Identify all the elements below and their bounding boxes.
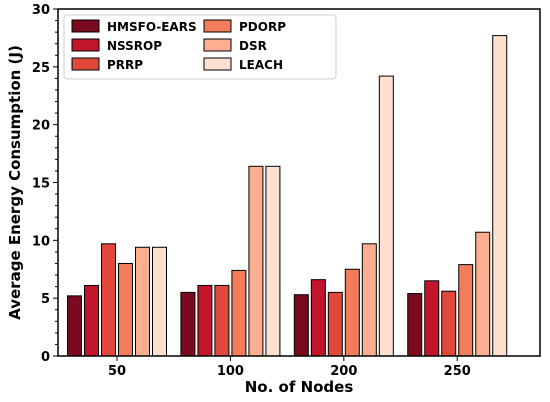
x-axis-ticks: 50 100 200 250 — [108, 356, 471, 379]
bar-hmsfo-ears-250 — [407, 293, 423, 357]
legend-label: HMSFO-EARS — [107, 20, 197, 34]
bar-prrp-200 — [327, 291, 343, 357]
bar-hmsfo-ears-200 — [293, 294, 309, 357]
legend-swatch — [203, 19, 232, 33]
bar-prrp-50 — [101, 243, 116, 357]
bar-pdorp-100 — [231, 269, 247, 357]
legend-label: NSSROP — [107, 39, 162, 53]
x-tick-label: 100 — [217, 364, 244, 379]
bar-leach-200 — [378, 75, 394, 357]
bar-pdorp-50 — [118, 262, 133, 357]
legend-label: PDORP — [239, 20, 286, 34]
legend-label: LEACH — [239, 58, 283, 72]
bar-hmsfo-ears-100 — [180, 291, 196, 357]
x-axis-label: No. of Nodes — [245, 378, 354, 396]
legend-swatch — [203, 38, 232, 52]
bar-prrp-100 — [214, 284, 230, 357]
bar-leach-50 — [152, 246, 167, 357]
y-axis-ticks: 0 5 10 15 20 25 30 — [32, 3, 58, 365]
y-tick-label: 5 — [41, 292, 50, 307]
bars-layer — [67, 35, 508, 357]
x-tick-label: 250 — [444, 364, 471, 379]
y-axis-label: Average Energy Consumption (J) — [6, 45, 24, 320]
bar-leach-100 — [265, 165, 281, 357]
bar-dsr-250 — [475, 231, 491, 357]
bar-nssrop-100 — [197, 284, 213, 357]
legend-box — [63, 14, 337, 80]
y-tick-label: 10 — [32, 234, 50, 249]
y-tick-label: 30 — [32, 3, 50, 18]
legend: HMSFO-EARS NSSROP PRRP PDORP DSR LEACH — [63, 14, 337, 80]
legend-swatch — [71, 57, 100, 71]
bar-nssrop-250 — [424, 280, 440, 357]
y-tick-label: 15 — [32, 177, 50, 192]
legend-swatch — [71, 19, 100, 33]
legend-label: PRRP — [107, 58, 143, 72]
bar-hmsfo-ears-50 — [67, 295, 82, 357]
bar-pdorp-200 — [344, 268, 360, 357]
y-tick-label: 25 — [32, 61, 50, 76]
bar-nssrop-200 — [310, 279, 326, 357]
bar-leach-250 — [492, 35, 508, 357]
x-tick-label: 200 — [330, 364, 357, 379]
bar-prrp-250 — [441, 290, 457, 357]
x-tick-label: 50 — [108, 364, 126, 379]
y-tick-label: 0 — [41, 350, 50, 365]
bar-dsr-100 — [248, 165, 264, 357]
bar-nssrop-50 — [84, 284, 99, 357]
bar-dsr-200 — [361, 243, 377, 357]
legend-swatch — [203, 57, 232, 71]
bar-pdorp-250 — [458, 264, 474, 357]
bar-dsr-50 — [135, 246, 150, 357]
plot-frame — [57, 8, 541, 357]
legend-label: DSR — [239, 39, 267, 53]
y-tick-label: 20 — [32, 119, 50, 134]
legend-swatch — [71, 38, 100, 52]
